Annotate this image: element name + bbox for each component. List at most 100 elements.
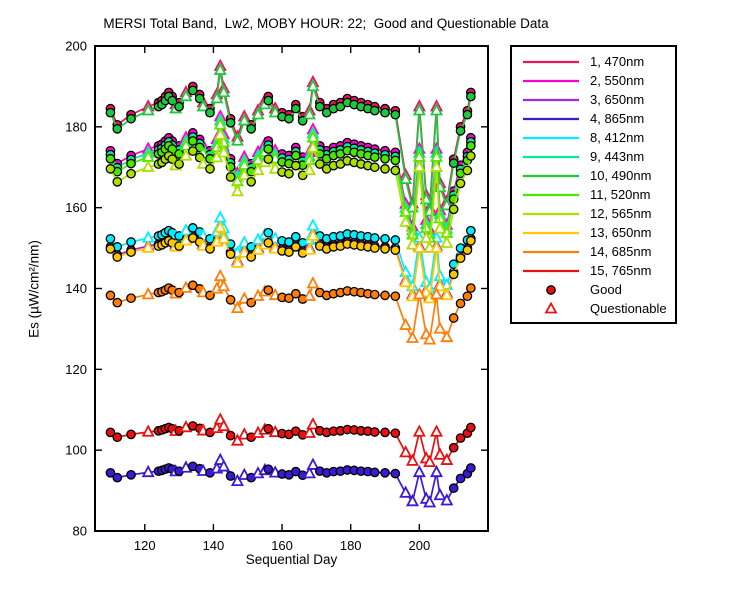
x-tick-label: 200 [409,538,431,553]
good-marker-13-650nm [205,244,215,254]
questionable-marker-12-565nm [433,221,447,234]
questionable-marker-14-685nm [237,291,251,304]
legend-label-10-490nm: 10, 490nm [590,168,652,183]
questionable-marker-13-650nm [213,220,227,233]
questionable-marker-13-650nm [237,245,251,258]
good-marker-8-412nm [126,237,136,247]
good-marker-14-685nm [290,288,301,299]
questionable-marker-15-765nm [230,433,244,446]
questionable-marker-10-490nm [213,62,227,75]
good-marker-13-650nm [380,244,390,254]
good-marker-14-685nm [455,298,466,309]
y-tick-label: 120 [65,362,87,377]
questionable-marker-10-490nm [230,133,244,146]
good-marker-12-565nm [225,172,236,182]
good-marker-15-765nm [225,430,236,441]
questionable-marker-icon [544,301,558,313]
legend-item-15-765nm: 15, 765nm [512,261,675,280]
good-marker-11-520nm [369,152,380,162]
good-marker-14-685nm [462,291,473,302]
questionable-marker-14-685nm [405,330,419,343]
good-marker-8-412nm [369,233,380,243]
questionable-marker-14-685nm [399,317,413,330]
good-marker-14-685nm [263,285,274,295]
good-marker-14-685nm [112,297,123,308]
good-marker-11-520nm [263,144,274,154]
questionable-marker-12-565nm [230,183,244,197]
questionable-marker-12-565nm [179,148,193,161]
questionable-marker-14-685nm [213,268,227,282]
questionable-marker-8-412nm [306,218,320,231]
questionable-marker-10-490nm [303,107,317,120]
x-tick-label: 120 [134,538,156,553]
good-marker-11-520nm [390,155,401,166]
good-marker-12-565nm [369,162,380,173]
questionable-marker-4-865nm [399,485,413,498]
legend-label-15-765nm: 15, 765nm [590,263,652,278]
questionable-marker-10-490nm [141,103,155,116]
good-marker-14-685nm [380,290,390,301]
good-marker-4-865nm [369,467,380,478]
good-marker-13-650nm [263,237,274,248]
x-tick-label: 180 [340,538,362,553]
good-marker-12-565nm [455,178,466,189]
good-marker-11-520nm [290,150,301,161]
good-marker-12-565nm [314,159,325,169]
legend-label-8-412nm: 8, 412nm [590,130,645,145]
good-marker-10-490nm [284,113,294,124]
good-marker-10-490nm [126,113,136,124]
questionable-marker-10-490nm [268,105,282,118]
questionable-marker-12-565nm [237,167,251,181]
legend-box: 1, 470nm 2, 550nm 3, 650nm 4, 865nm 8, 412nm… [510,45,677,324]
questionable-marker-13-650nm [141,240,155,253]
questionable-marker-12-565nm [430,159,444,172]
good-marker-10-490nm [112,124,123,134]
good-marker-12-565nm [187,146,198,156]
good-marker-10-490nm [205,107,215,118]
good-marker-15-765nm [105,427,116,438]
questionable-marker-10-490nm [196,99,210,112]
questionable-marker-14-685nm [433,321,447,334]
good-marker-10-490nm [369,105,380,116]
legend-label-12-565nm: 12, 565nm [590,206,652,221]
good-marker-10-490nm [380,107,390,118]
good-marker-10-490nm [465,91,476,102]
legend-label-14-685nm: 14, 685nm [590,244,652,259]
legend-label-9-443nm: 9, 443nm [590,149,645,164]
y-tick-label: 100 [65,443,87,458]
good-marker-11-520nm [465,140,476,151]
good-marker-13-650nm [112,252,123,262]
good-marker-8-412nm [246,242,257,252]
y-axis-label: Es (µW/cm²/nm) [26,240,42,338]
legend-label-3-650nm: 3, 650nm [590,92,645,107]
questionable-marker-15-765nm [405,453,419,466]
questionable-marker-13-650nm [399,274,413,288]
good-marker-8-412nm [290,231,301,242]
good-marker-10-490nm [462,109,473,120]
legend-label-questionable: Questionable [590,301,667,316]
good-marker-4-865nm [455,473,466,484]
questionable-marker-4-865nm [433,487,447,501]
good-marker-12-565nm [465,151,476,161]
good-marker-14-685nm [390,291,401,302]
good-marker-8-412nm [205,233,215,244]
questionable-marker-4-865nm [141,464,155,478]
questionable-marker-14-685nm [412,287,426,300]
questionable-marker-4-865nm [405,493,419,507]
good-marker-13-650nm [290,242,301,252]
questionable-marker-15-765nm [433,447,447,460]
questionable-marker-14-685nm [430,287,444,300]
x-tick-label: 140 [203,538,225,553]
good-marker-12-565nm [105,164,116,174]
legend-item-9-443nm: 9, 443nm [512,147,675,166]
good-marker-13-650nm [465,235,476,246]
questionable-marker-15-765nm [399,445,413,458]
questionable-marker-13-650nm [430,240,444,253]
questionable-marker-12-565nm [141,159,155,172]
good-marker-12-565nm [126,168,136,179]
legend-item-10-490nm: 10, 490nm [512,166,675,185]
good-marker-4-865nm [105,467,116,478]
good-marker-10-490nm [263,95,274,106]
questionable-marker-10-490nm [179,89,193,102]
